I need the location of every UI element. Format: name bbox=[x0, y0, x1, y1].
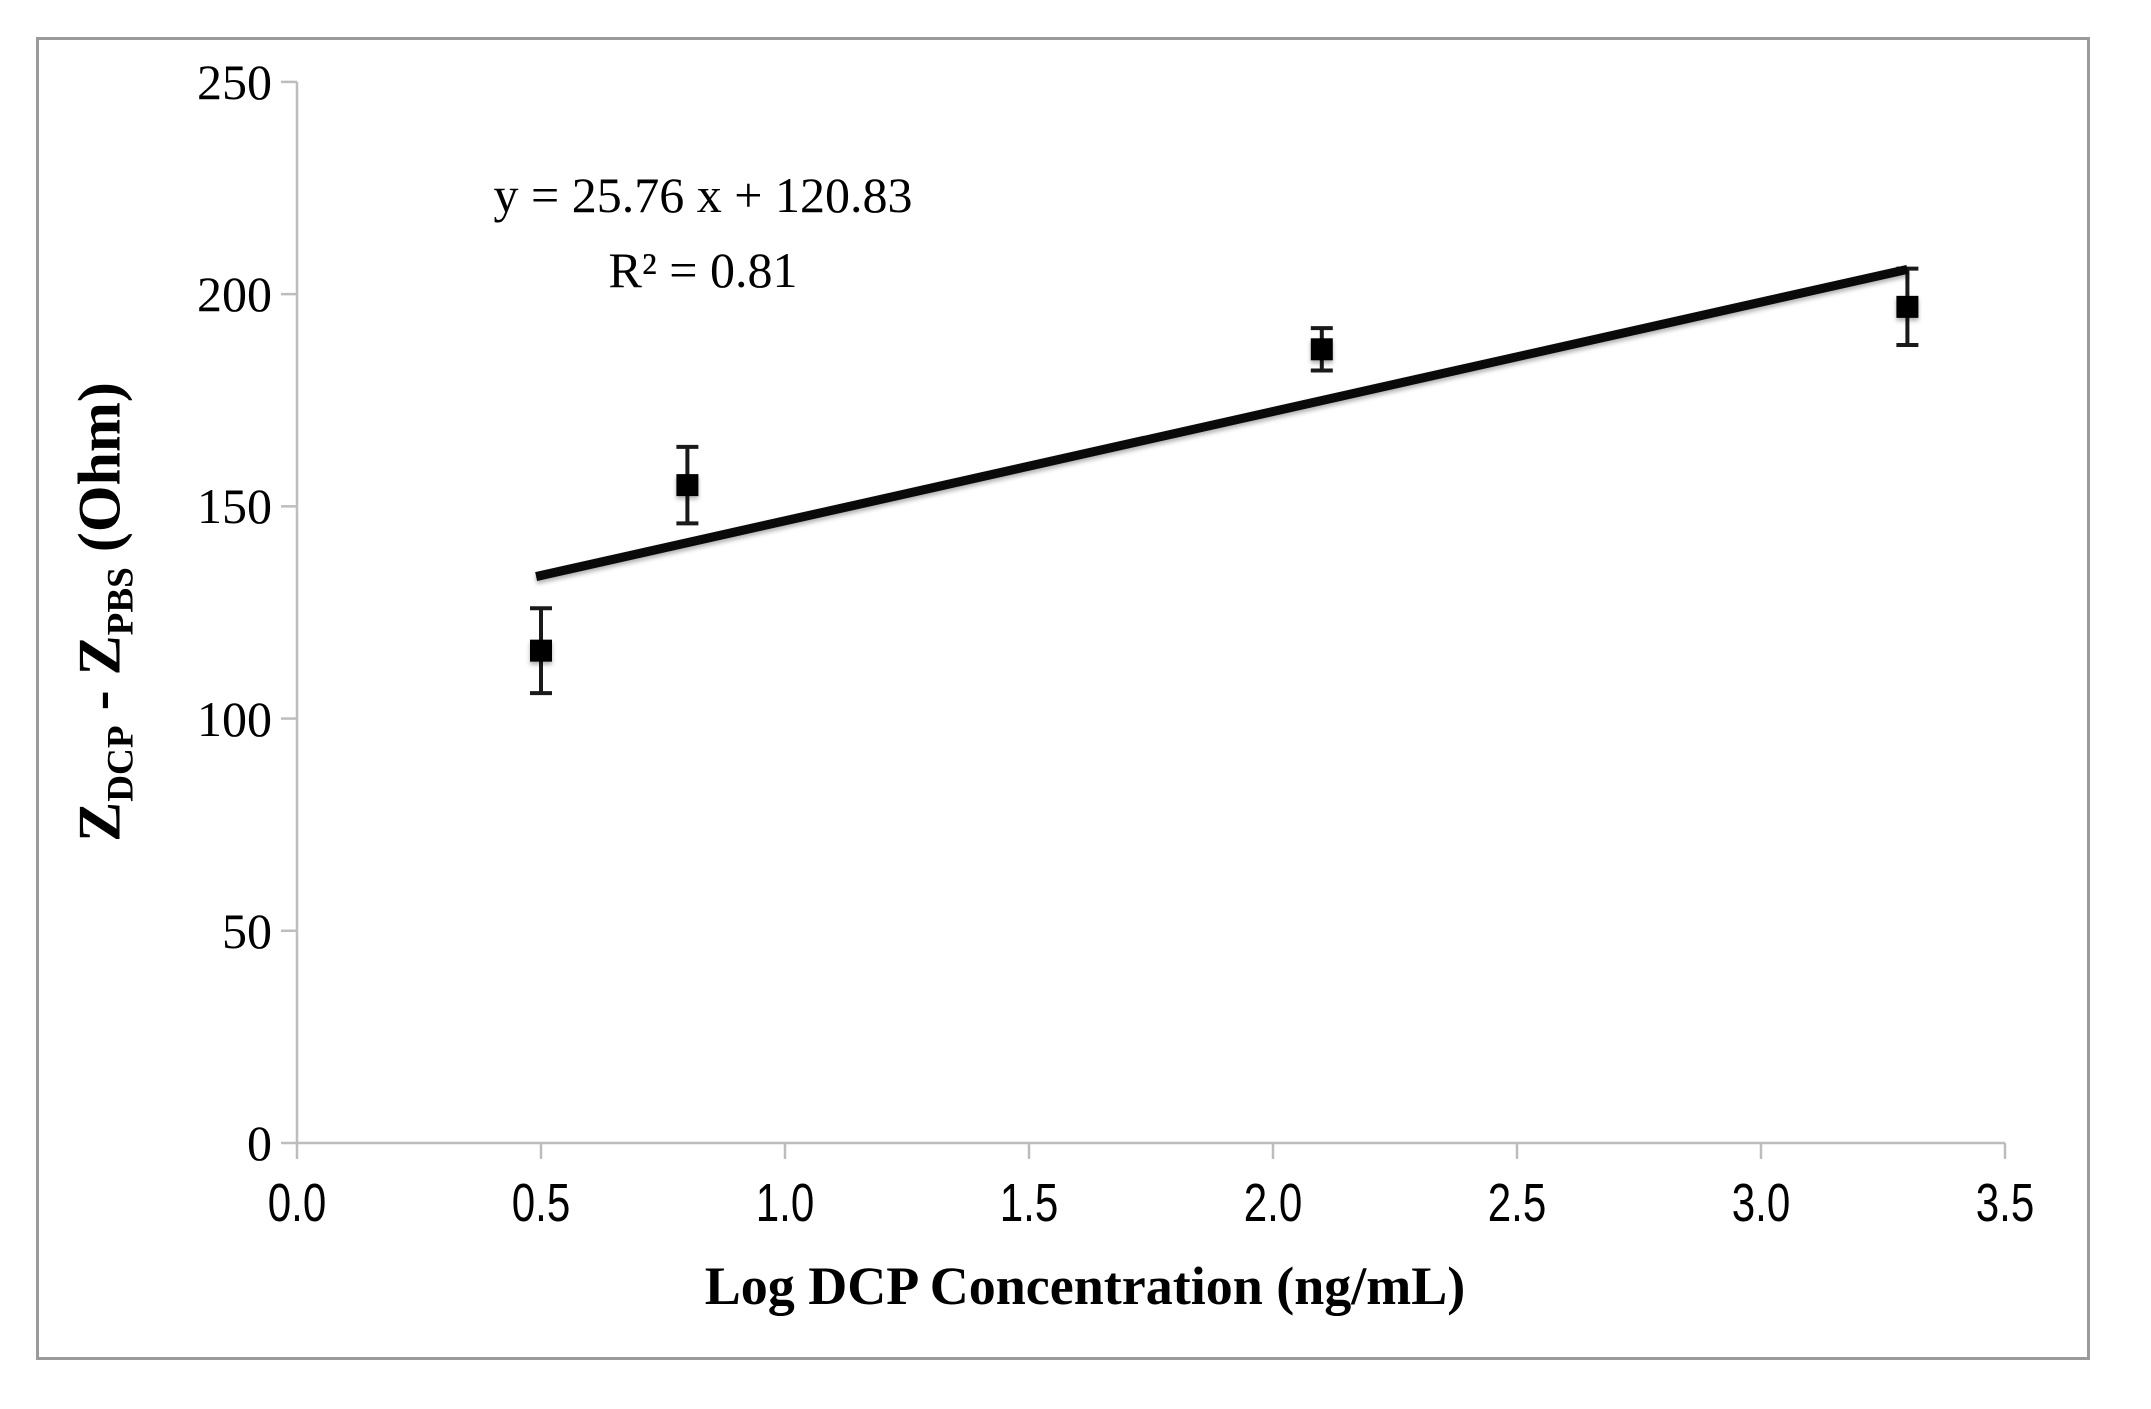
chart-frame bbox=[36, 37, 2090, 1360]
r-squared-text: R² = 0.81 bbox=[608, 242, 798, 298]
y-tick-label: 0 bbox=[247, 1115, 272, 1171]
x-tick-label: 2.5 bbox=[1487, 1173, 1547, 1233]
x-tick-label: 1.0 bbox=[755, 1173, 815, 1233]
y-axis-title-sub-pbs: PBS bbox=[100, 567, 142, 636]
trendline-annotation: y = 25.76 x + 120.83 R² = 0.81 bbox=[403, 158, 1003, 308]
x-tick-label: 1.5 bbox=[999, 1173, 1059, 1233]
data-point-marker bbox=[1310, 338, 1333, 361]
data-point-marker bbox=[676, 474, 699, 497]
y-tick-label: 250 bbox=[197, 53, 272, 110]
x-tick-label: 3.0 bbox=[1731, 1173, 1791, 1233]
y-axis-title-unit: (Ohm) bbox=[66, 382, 133, 568]
y-tick-label: 200 bbox=[197, 266, 272, 323]
y-tick-label: 50 bbox=[222, 902, 272, 959]
x-axis-title: Log DCP Concentration (ng/mL) bbox=[704, 1256, 1466, 1316]
trend-line bbox=[535, 264, 1909, 581]
y-tick-label: 100 bbox=[197, 690, 272, 747]
x-tick-label: 0.0 bbox=[267, 1173, 327, 1233]
y-axis-title: ZDCP - ZPBS (Ohm) bbox=[66, 382, 142, 842]
x-tick-label: 3.5 bbox=[1975, 1173, 2035, 1233]
y-tick-label: 150 bbox=[197, 478, 272, 535]
y-axis-title-z2: Z bbox=[66, 635, 133, 676]
data-point-marker bbox=[1896, 295, 1919, 318]
x-tick-label: 2.0 bbox=[1243, 1173, 1303, 1233]
data-point-marker bbox=[530, 639, 552, 662]
x-tick-label: 0.5 bbox=[511, 1173, 571, 1233]
equation-text: y = 25.76 x + 120.83 bbox=[493, 167, 913, 223]
y-axis-title-z1: Z bbox=[66, 801, 133, 842]
